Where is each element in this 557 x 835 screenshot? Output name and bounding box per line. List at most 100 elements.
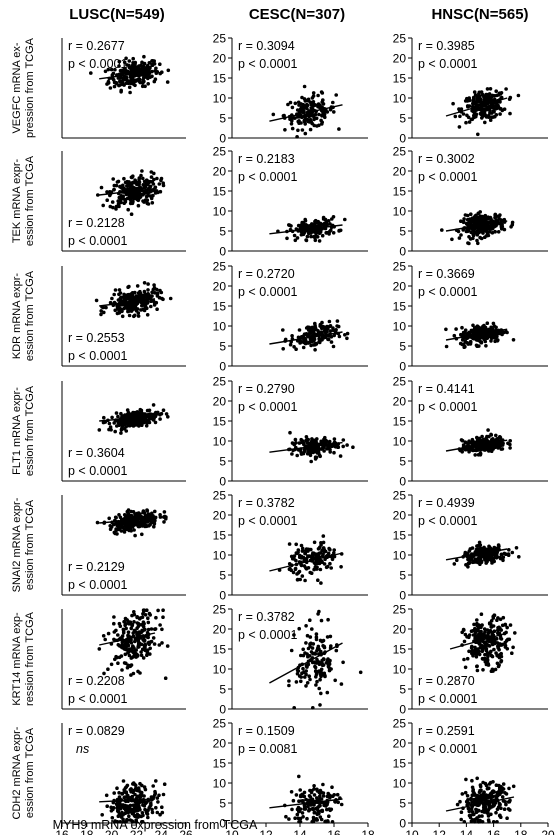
data-point bbox=[451, 101, 455, 106]
data-point bbox=[466, 115, 471, 120]
data-point bbox=[477, 808, 481, 813]
p-value-label: p < 0.0001 bbox=[238, 514, 297, 528]
data-point bbox=[482, 323, 486, 328]
data-point bbox=[162, 510, 167, 514]
data-point bbox=[345, 331, 350, 336]
data-point bbox=[462, 342, 466, 347]
data-point bbox=[309, 234, 313, 239]
data-point bbox=[475, 344, 480, 349]
data-point bbox=[112, 84, 117, 89]
regression-line bbox=[269, 552, 343, 572]
data-point bbox=[125, 818, 130, 822]
data-point bbox=[321, 644, 325, 648]
y-tick-label: 25 bbox=[393, 603, 407, 617]
p-value-label: p < 0.0001 bbox=[418, 170, 477, 184]
data-point bbox=[313, 665, 318, 670]
data-point bbox=[485, 811, 490, 815]
data-point bbox=[296, 119, 301, 124]
data-point bbox=[302, 84, 307, 89]
data-point bbox=[495, 790, 500, 795]
data-point bbox=[329, 566, 334, 570]
data-point bbox=[97, 647, 102, 651]
data-point bbox=[107, 427, 111, 432]
data-point bbox=[113, 67, 117, 72]
data-point bbox=[152, 291, 157, 295]
data-point bbox=[309, 650, 314, 654]
data-point bbox=[130, 413, 134, 418]
y-axis-label-line: CDH2 mRNA expr- bbox=[11, 726, 23, 819]
data-point bbox=[489, 619, 494, 623]
row-2-y-axis-label: KDR mRNA expr-ession from TCGA bbox=[11, 270, 36, 361]
data-point bbox=[112, 187, 116, 192]
y-tick-label: 25 bbox=[213, 489, 227, 503]
data-point bbox=[491, 558, 496, 562]
data-point bbox=[315, 796, 319, 800]
data-point bbox=[316, 578, 320, 582]
data-point bbox=[470, 649, 475, 654]
data-point bbox=[337, 127, 341, 131]
data-point bbox=[312, 660, 317, 664]
data-point bbox=[490, 631, 494, 636]
data-point bbox=[305, 633, 310, 638]
data-point bbox=[497, 801, 502, 806]
data-point bbox=[475, 776, 480, 781]
data-point bbox=[300, 574, 305, 578]
data-point bbox=[514, 546, 519, 550]
data-point bbox=[127, 814, 131, 818]
p-value-label: p < 0.0001 bbox=[418, 57, 477, 71]
data-point bbox=[303, 338, 308, 343]
x-tick-label: 14 bbox=[293, 828, 307, 835]
data-point bbox=[152, 177, 156, 182]
y-tick-label: 10 bbox=[213, 205, 227, 219]
data-point bbox=[499, 659, 503, 664]
data-point bbox=[311, 807, 316, 812]
data-point bbox=[311, 224, 316, 229]
data-point bbox=[158, 417, 162, 421]
data-point bbox=[139, 650, 143, 654]
data-point bbox=[327, 546, 331, 551]
data-point bbox=[148, 522, 152, 527]
data-point bbox=[316, 644, 321, 649]
data-point bbox=[120, 642, 125, 647]
data-point bbox=[127, 653, 132, 658]
data-point bbox=[142, 200, 146, 204]
data-point bbox=[460, 438, 465, 443]
data-point bbox=[497, 655, 502, 660]
y-tick-label: 5 bbox=[399, 340, 406, 354]
data-point bbox=[133, 83, 137, 88]
regression-line bbox=[445, 328, 508, 341]
y-tick-label: 0 bbox=[399, 817, 406, 831]
p-value-label: p < 0.0001 bbox=[418, 285, 477, 299]
data-point bbox=[326, 327, 330, 331]
data-point bbox=[473, 793, 477, 797]
data-point bbox=[117, 292, 121, 297]
data-point bbox=[332, 548, 337, 552]
data-point bbox=[311, 819, 316, 823]
p-value-label: p < 0.0001 bbox=[418, 742, 477, 756]
data-point bbox=[467, 241, 471, 246]
data-point bbox=[296, 100, 301, 105]
data-point bbox=[337, 334, 342, 339]
x-tick-label: 20 bbox=[105, 828, 119, 835]
data-point bbox=[329, 667, 333, 671]
y-tick-label: 15 bbox=[393, 757, 407, 771]
data-point bbox=[147, 420, 152, 425]
data-point bbox=[314, 818, 319, 822]
data-point bbox=[136, 314, 141, 318]
data-point bbox=[475, 621, 479, 626]
data-point bbox=[314, 635, 319, 639]
data-point bbox=[137, 176, 142, 180]
data-point bbox=[141, 509, 146, 513]
data-point bbox=[483, 807, 488, 812]
data-point bbox=[133, 637, 138, 642]
data-point bbox=[323, 217, 328, 222]
data-point bbox=[318, 677, 322, 682]
data-point bbox=[313, 219, 317, 224]
data-point bbox=[136, 669, 140, 674]
data-point bbox=[468, 340, 473, 344]
data-point bbox=[96, 193, 100, 197]
correlation-r-label: r = 0.2720 bbox=[238, 267, 295, 281]
data-point bbox=[304, 797, 308, 802]
data-point bbox=[288, 430, 292, 435]
data-point bbox=[129, 309, 134, 313]
